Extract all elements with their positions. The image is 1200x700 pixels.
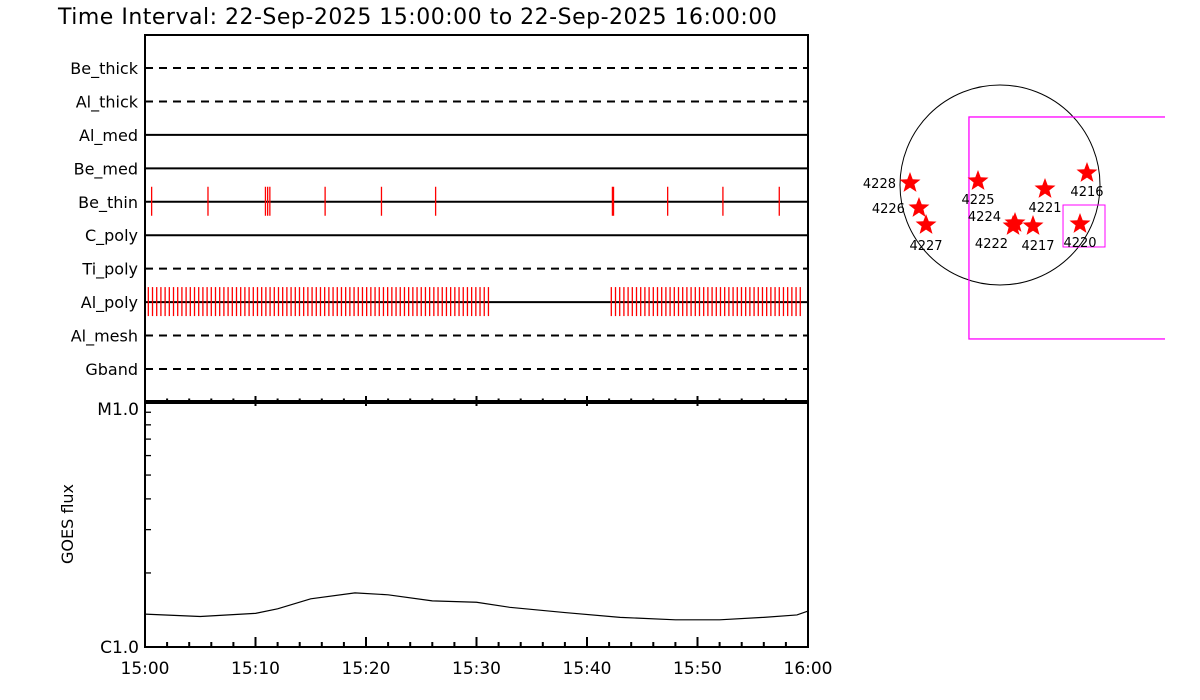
active-region-star-icon <box>1069 213 1091 233</box>
active-region-label: 4220 <box>1063 236 1096 251</box>
y-tick-label: M1.0 <box>97 400 139 420</box>
fov-box <box>1062 204 1106 248</box>
active-region-label: 4224 <box>968 210 1001 225</box>
y-axis-label: GOES flux <box>58 484 77 564</box>
filter-label: Al_med <box>79 126 138 146</box>
active-region-label: 4217 <box>1021 239 1054 254</box>
active-region-label: 4225 <box>961 193 994 208</box>
active-region-label: 4221 <box>1028 201 1061 216</box>
x-tick-label: 15:30 <box>452 659 501 679</box>
x-tick-label: 15:10 <box>231 659 280 679</box>
active-region-label: 4227 <box>909 239 942 254</box>
x-tick-label: 15:00 <box>121 659 170 679</box>
y-tick-label: C1.0 <box>100 638 139 658</box>
filter-label: Ti_poly <box>81 260 138 280</box>
active-region-star-icon <box>1002 215 1024 235</box>
active-region-star-icon <box>908 197 930 217</box>
filter-label: Be_thick <box>70 59 138 79</box>
active-region-label: 4226 <box>872 202 905 217</box>
filter-label: Gband <box>85 360 138 379</box>
active-region-star-icon <box>899 172 921 192</box>
active-region-star-icon <box>1034 178 1056 198</box>
x-tick-label: 15:50 <box>673 659 722 679</box>
active-region-label: 4222 <box>975 237 1008 252</box>
filter-label: Be_thin <box>78 193 138 213</box>
solar-limb <box>899 84 1101 286</box>
goes-frame <box>144 400 809 648</box>
active-region-star-icon <box>967 170 989 190</box>
active-region-label: 4216 <box>1070 185 1103 200</box>
filter-label: C_poly <box>85 226 138 246</box>
filter-timeline-panel: Be_thick Al_thick Al_med Be_med Be_thin C_pol… <box>70 34 809 404</box>
filter-label: Al_thick <box>76 92 139 112</box>
filter-label: Al_mesh <box>71 327 138 347</box>
filter-label: Be_med <box>74 159 138 179</box>
timeline-frame <box>144 34 809 404</box>
goes-flux-line <box>144 592 809 621</box>
goes-flux-panel: GOES flux 15:00 15:10 15:20 15:30 15:40 15:50… <box>58 396 833 679</box>
solar-disk-map: 4228 4226 4227 4225 4224 4222 4217 4221 4216 4220 <box>863 84 1165 340</box>
active-region-star-icon <box>1076 162 1098 182</box>
filter-label: Al_poly <box>81 293 138 313</box>
fov-box <box>968 116 1165 340</box>
active-region-star-icon <box>915 214 937 234</box>
active-region-star-icon <box>1022 215 1044 235</box>
x-tick-label: 15:40 <box>563 659 612 679</box>
x-tick-label: 15:20 <box>342 659 391 679</box>
x-tick-label: 16:00 <box>784 659 833 679</box>
chart-title: Time Interval: 22-Sep-2025 15:00:00 to 2… <box>57 5 777 30</box>
active-region-label: 4228 <box>863 177 896 192</box>
